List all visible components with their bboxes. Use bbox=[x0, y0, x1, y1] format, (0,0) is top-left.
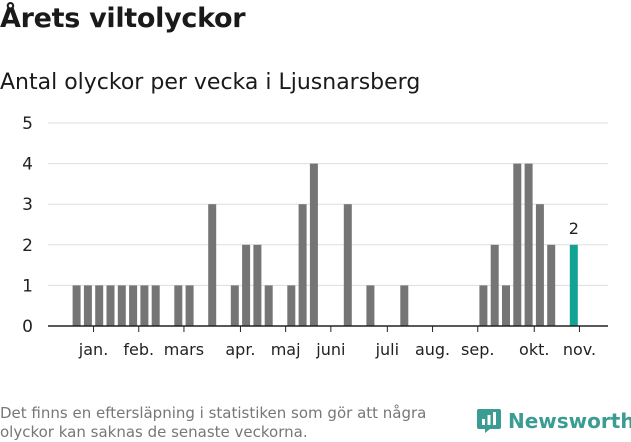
bar bbox=[287, 285, 296, 326]
bar bbox=[524, 163, 533, 326]
x-tick-label: aug. bbox=[415, 340, 450, 359]
bar bbox=[343, 204, 352, 326]
bar bbox=[309, 163, 318, 326]
bar bbox=[208, 204, 217, 326]
data-label: 2 bbox=[569, 219, 579, 238]
bar bbox=[513, 163, 522, 326]
bar bbox=[366, 285, 375, 326]
footnote: Det finns en eftersläpning i statistiken… bbox=[0, 404, 427, 441]
y-tick-label: 1 bbox=[22, 276, 33, 296]
y-tick-label: 0 bbox=[22, 317, 33, 337]
bar bbox=[106, 285, 115, 326]
bar bbox=[140, 285, 149, 326]
x-tick-label: apr. bbox=[225, 340, 255, 359]
chart-subtitle: Antal olyckor per vecka i Ljusnarsberg bbox=[0, 70, 421, 95]
x-tick-label: sep. bbox=[461, 340, 494, 359]
bar bbox=[72, 285, 81, 326]
x-tick-label: okt. bbox=[519, 340, 549, 359]
x-tick-label: mars bbox=[164, 340, 204, 359]
bar bbox=[230, 285, 239, 326]
bar-chart: 0 1 2 3 4 5 2 jan. feb. mars apr. maj juni juli aug. se… bbox=[22, 114, 608, 359]
newsworthy-logo-icon bbox=[477, 409, 501, 433]
bar bbox=[174, 285, 183, 326]
x-tick-label: maj bbox=[271, 340, 301, 359]
bar bbox=[479, 285, 488, 326]
y-tick-label: 4 bbox=[22, 155, 33, 175]
bar bbox=[535, 204, 544, 326]
bar bbox=[502, 285, 510, 326]
bar bbox=[83, 285, 92, 326]
y-tick-label: 2 bbox=[22, 236, 33, 256]
bar bbox=[185, 285, 194, 326]
x-tick-label: juli bbox=[375, 340, 399, 359]
bar bbox=[400, 285, 409, 326]
x-tick-label: nov. bbox=[563, 340, 596, 359]
bar bbox=[547, 244, 556, 326]
brand-name: Newsworthy bbox=[508, 409, 631, 433]
bar bbox=[490, 244, 499, 326]
x-tick-label: juni bbox=[315, 340, 345, 359]
bar bbox=[117, 285, 126, 326]
chart-title: Årets viltolyckor bbox=[0, 3, 246, 34]
bar bbox=[253, 244, 262, 326]
bar bbox=[264, 285, 273, 326]
bar bbox=[95, 285, 104, 326]
bar bbox=[151, 285, 160, 326]
x-tick-label: feb. bbox=[123, 340, 154, 359]
y-tick-label: 3 bbox=[22, 195, 33, 215]
brand-logo[interactable]: Newsworthy bbox=[476, 408, 631, 434]
bar bbox=[242, 244, 251, 326]
bar bbox=[129, 285, 138, 326]
bar bbox=[569, 244, 578, 326]
bar bbox=[298, 204, 307, 326]
x-tick-label: jan. bbox=[78, 340, 108, 359]
y-tick-label: 5 bbox=[22, 114, 33, 134]
